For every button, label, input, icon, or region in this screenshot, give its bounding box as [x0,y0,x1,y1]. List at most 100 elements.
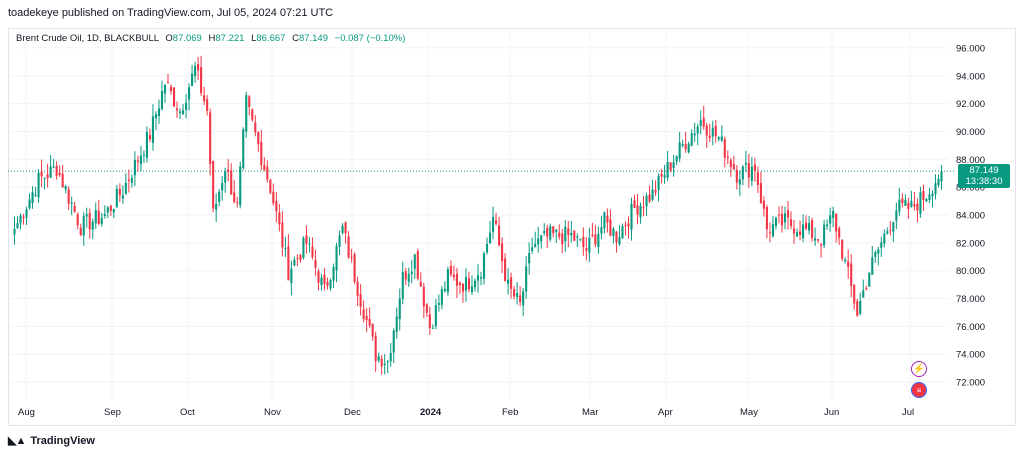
candle-body [588,237,591,253]
y-tick-label: 88.000 [956,155,985,166]
candle-body [777,214,781,216]
candle-body [166,82,170,84]
candle-body [191,73,194,87]
candle-body [458,282,461,286]
candle-body [546,227,549,237]
candle-body [913,204,916,207]
candle-body [832,210,835,218]
candle-body [708,135,711,138]
candle-body [455,273,458,286]
candle-body [693,133,696,136]
candle-body [443,288,446,291]
candle-body [495,220,498,224]
x-tick-label: Aug [18,407,35,418]
axes: 96.000 94.000 92.000 90.000 88.000 86.000 84.0… [18,43,985,418]
us-flag-icon[interactable]: ≡ [911,382,927,398]
candle-body [356,281,359,296]
low-value: 86.667 [256,33,286,44]
candle-body [609,219,612,236]
candle-body [865,287,868,289]
high-value: 87.221 [215,33,245,44]
candle-body [275,201,278,212]
candle-body [534,244,537,248]
candle-body [389,352,392,362]
candle-body [675,156,678,162]
candle-body [148,134,151,140]
chart-frame [8,28,1016,426]
x-tick-label: Mar [582,407,598,418]
candle-body [425,304,428,313]
candle-body [464,277,468,291]
candle-body [889,230,892,232]
candle-body [720,136,723,141]
candle-body [118,188,121,196]
candle-body [395,316,398,333]
candle-body [597,233,600,248]
candle-body [73,205,76,212]
candle-body [209,112,212,164]
close-key: C [292,33,299,44]
candle-body [916,203,919,211]
candle-body [61,173,64,188]
candle-body [564,226,567,242]
candle-body [892,221,895,232]
candle-body [109,205,112,211]
candle-body [308,243,311,245]
candle-body [934,183,937,195]
candle-body [811,220,814,239]
candle-body [82,216,85,236]
candle-body [880,242,883,248]
candle-body [206,99,209,111]
candle-body [513,289,516,297]
candle-body [648,194,651,202]
candle-body [519,295,522,303]
candle-body [332,266,335,281]
candle-body [907,203,910,210]
candle-body [320,277,323,286]
candle-body [476,275,480,281]
open-key: O [165,33,173,44]
candle-body [576,236,579,238]
candle-body [353,254,356,282]
candle-body [401,271,404,300]
candle-body [254,122,257,133]
candle-body [717,137,720,140]
candle-body [585,248,588,251]
flash-icon[interactable]: ⚡ [911,361,927,377]
candle-body [919,192,922,214]
candle-body [200,67,203,94]
candle-body [257,132,260,145]
candle-body [630,203,633,230]
y-tick-label: 92.000 [956,99,985,110]
candle-body [188,87,191,100]
candle-body [470,286,474,293]
candle-body [22,216,25,219]
candle-body [567,228,570,235]
candle-body [85,214,88,217]
candle-body [440,289,443,305]
open-value: 87.069 [172,33,202,44]
candle-body [281,222,284,248]
candle-body [714,125,717,137]
publisher-line: toadekeye published on TradingView.com, … [8,7,334,19]
candle-body [543,231,546,234]
candle-body [482,253,486,279]
candle-body [178,111,182,114]
candle-body [765,207,768,230]
grid [8,28,956,400]
candle-body [112,208,115,213]
candle-body [666,162,669,178]
candle-body [801,224,805,239]
candle-body [70,203,73,205]
high-key: H [208,33,216,44]
tradingview-brand[interactable]: ◣▲ TradingView [8,434,95,448]
price-chart[interactable]: 96.000 94.000 92.000 90.000 88.000 86.000 84.0… [8,28,1016,426]
candle-body [504,258,507,281]
candle-body [52,166,55,168]
low-key: L [251,33,257,44]
candle-body [501,243,504,262]
candle-body [203,95,206,102]
candle-body [792,228,796,234]
candle-body [750,166,753,182]
candle-body [16,223,19,229]
